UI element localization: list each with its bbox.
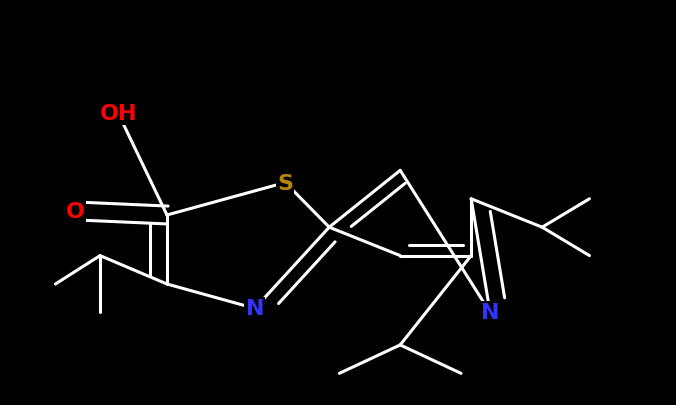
Text: N: N <box>481 303 500 323</box>
Text: S: S <box>277 173 293 193</box>
Text: O: O <box>66 201 85 222</box>
Text: N: N <box>245 298 264 319</box>
Text: OH: OH <box>99 104 137 124</box>
